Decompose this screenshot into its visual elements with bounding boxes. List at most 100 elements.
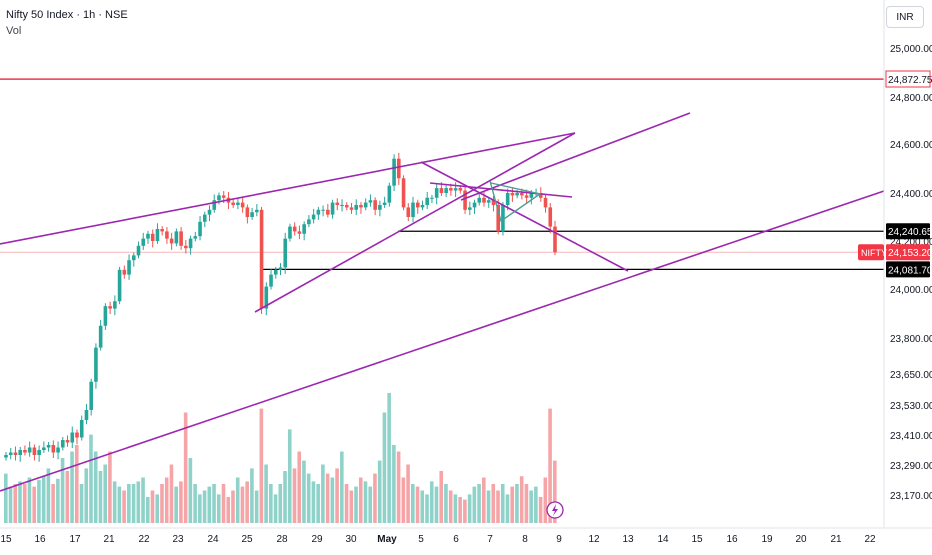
candle-body[interactable] bbox=[321, 209, 325, 211]
candle-body[interactable] bbox=[278, 267, 283, 270]
candle-body[interactable] bbox=[269, 274, 273, 287]
candle-body[interactable] bbox=[359, 205, 363, 208]
candle-body[interactable] bbox=[245, 207, 250, 217]
candle-body[interactable] bbox=[217, 195, 221, 201]
candle-body[interactable] bbox=[174, 231, 179, 244]
candle-body[interactable] bbox=[411, 202, 415, 217]
candle-body[interactable] bbox=[515, 193, 519, 196]
trendline[interactable] bbox=[429, 182, 573, 198]
candle-body[interactable] bbox=[46, 445, 51, 448]
candle-body[interactable] bbox=[482, 197, 486, 203]
candle-body[interactable] bbox=[548, 207, 553, 227]
trendline[interactable] bbox=[460, 112, 691, 201]
candle-body[interactable] bbox=[113, 301, 117, 309]
trendline[interactable] bbox=[0, 190, 885, 492]
pattern-line[interactable] bbox=[489, 180, 542, 223]
candle-body[interactable] bbox=[378, 205, 382, 210]
candle-body[interactable] bbox=[529, 193, 534, 198]
candle-body[interactable] bbox=[250, 212, 254, 217]
candle-body[interactable] bbox=[307, 219, 311, 225]
candle-body[interactable] bbox=[524, 195, 529, 198]
candle-body[interactable] bbox=[193, 236, 198, 239]
candle-body[interactable] bbox=[415, 202, 420, 208]
candle-body[interactable] bbox=[255, 209, 259, 213]
candle-body[interactable] bbox=[382, 202, 387, 205]
candle-body[interactable] bbox=[56, 447, 60, 453]
candle-body[interactable] bbox=[453, 188, 458, 191]
candle-body[interactable] bbox=[510, 193, 515, 196]
candle-body[interactable] bbox=[221, 195, 226, 198]
candle-body[interactable] bbox=[150, 233, 155, 241]
candle-body[interactable] bbox=[316, 209, 321, 215]
candle-body[interactable] bbox=[70, 432, 75, 443]
candle-body[interactable] bbox=[543, 197, 548, 208]
candle-body[interactable] bbox=[207, 209, 212, 215]
candle-body[interactable] bbox=[425, 197, 430, 205]
candle-body[interactable] bbox=[103, 306, 108, 326]
candle-body[interactable] bbox=[198, 221, 202, 237]
candle-body[interactable] bbox=[449, 188, 453, 191]
candle-body[interactable] bbox=[392, 158, 396, 186]
trendline[interactable] bbox=[420, 161, 629, 272]
candle-body[interactable] bbox=[387, 185, 392, 203]
candle-body[interactable] bbox=[349, 207, 354, 210]
candle-body[interactable] bbox=[486, 200, 491, 203]
candle-body[interactable] bbox=[335, 202, 340, 205]
candle-body[interactable] bbox=[27, 447, 32, 453]
candle-body[interactable] bbox=[283, 238, 288, 268]
candle-body[interactable] bbox=[231, 202, 235, 205]
candle-body[interactable] bbox=[155, 229, 160, 241]
candle-body[interactable] bbox=[4, 455, 8, 458]
candle-body[interactable] bbox=[420, 205, 425, 208]
candle-body[interactable] bbox=[430, 197, 434, 199]
candle-body[interactable] bbox=[23, 450, 27, 453]
candle-body[interactable] bbox=[292, 226, 297, 232]
candle-body[interactable] bbox=[302, 224, 306, 234]
candle-body[interactable] bbox=[127, 260, 131, 275]
candle-body[interactable] bbox=[434, 188, 439, 198]
candle-body[interactable] bbox=[8, 452, 13, 456]
currency-button[interactable]: INR bbox=[886, 6, 924, 28]
candle-body[interactable] bbox=[330, 202, 335, 215]
candle-body[interactable] bbox=[117, 269, 122, 302]
candle-body[interactable] bbox=[491, 200, 496, 205]
candle-body[interactable] bbox=[354, 205, 359, 210]
candle-body[interactable] bbox=[297, 231, 302, 234]
candle-body[interactable] bbox=[397, 158, 401, 179]
candle-body[interactable] bbox=[259, 209, 264, 309]
trendline[interactable] bbox=[254, 132, 576, 313]
candle-body[interactable] bbox=[439, 188, 444, 193]
candle-body[interactable] bbox=[65, 440, 70, 443]
candle-body[interactable] bbox=[288, 226, 292, 239]
candle-body[interactable] bbox=[501, 205, 505, 232]
candle-body[interactable] bbox=[368, 200, 373, 203]
candle-body[interactable] bbox=[94, 347, 98, 382]
candle-body[interactable] bbox=[553, 226, 557, 253]
candle-body[interactable] bbox=[131, 255, 136, 261]
candle-body[interactable] bbox=[89, 381, 93, 410]
candle-body[interactable] bbox=[458, 188, 463, 191]
candle-body[interactable] bbox=[79, 420, 84, 438]
candle-body[interactable] bbox=[444, 188, 448, 193]
candle-body[interactable] bbox=[496, 205, 501, 232]
candle-body[interactable] bbox=[326, 209, 330, 215]
candle-body[interactable] bbox=[273, 269, 278, 275]
candle-body[interactable] bbox=[60, 440, 65, 448]
candle-body[interactable] bbox=[169, 238, 174, 244]
candle-body[interactable] bbox=[344, 205, 349, 208]
candle-body[interactable] bbox=[13, 452, 18, 456]
candle-body[interactable] bbox=[75, 432, 79, 438]
candle-body[interactable] bbox=[311, 214, 316, 220]
candle-body[interactable] bbox=[141, 238, 146, 246]
candle-body[interactable] bbox=[477, 197, 482, 203]
candle-body[interactable] bbox=[160, 229, 164, 232]
candle-body[interactable] bbox=[37, 450, 41, 455]
candle-body[interactable] bbox=[184, 245, 188, 249]
candle-body[interactable] bbox=[240, 202, 245, 208]
candle-body[interactable] bbox=[136, 245, 141, 256]
candle-body[interactable] bbox=[363, 202, 368, 208]
candle-body[interactable] bbox=[42, 447, 46, 451]
candle-body[interactable] bbox=[179, 231, 183, 246]
candle-body[interactable] bbox=[406, 207, 411, 217]
candle-body[interactable] bbox=[108, 306, 112, 309]
